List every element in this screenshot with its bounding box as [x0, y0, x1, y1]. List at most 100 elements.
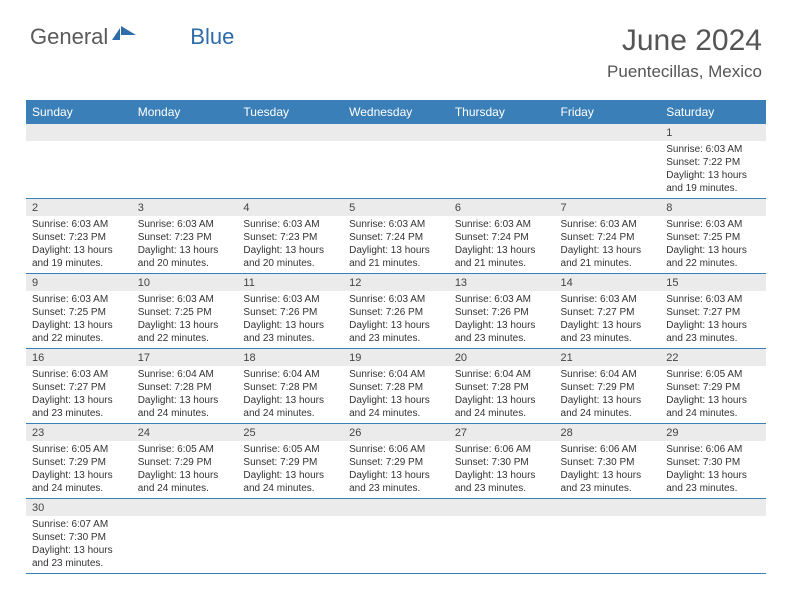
daycell-3: Sunrise: 6:03 AMSunset: 7:23 PMDaylight:…	[132, 216, 238, 274]
empty-cell	[26, 141, 132, 199]
daycell-26: Sunrise: 6:06 AMSunset: 7:29 PMDaylight:…	[343, 441, 449, 499]
daycontent-8: Sunrise: 6:03 AMSunset: 7:25 PMDaylight:…	[660, 216, 766, 273]
daynum-label-18: 18	[237, 349, 343, 366]
daynum-15: 15	[660, 274, 766, 292]
daynum-20: 20	[449, 349, 555, 367]
daynum-label-24: 24	[132, 424, 238, 441]
empty-daynum	[555, 499, 661, 517]
daycell-11: Sunrise: 6:03 AMSunset: 7:26 PMDaylight:…	[237, 291, 343, 349]
daynum-label-29: 29	[660, 424, 766, 441]
daynum-label-16: 16	[26, 349, 132, 366]
daycontent-27: Sunrise: 6:06 AMSunset: 7:30 PMDaylight:…	[449, 441, 555, 498]
daynum-label-12: 12	[343, 274, 449, 291]
empty-cell	[660, 516, 766, 574]
daynum-label-3: 3	[132, 199, 238, 216]
daynum-label-1: 1	[660, 124, 766, 141]
daycell-25: Sunrise: 6:05 AMSunset: 7:29 PMDaylight:…	[237, 441, 343, 499]
week-6-daynum-row: 30	[26, 499, 766, 517]
week-1-daynum-row: 1	[26, 124, 766, 141]
daynum-13: 13	[449, 274, 555, 292]
daynum-label-26: 26	[343, 424, 449, 441]
daycontent-23: Sunrise: 6:05 AMSunset: 7:29 PMDaylight:…	[26, 441, 132, 498]
daynum-30: 30	[26, 499, 132, 517]
flag-icon	[112, 26, 138, 49]
week-4-daynum-row: 16171819202122	[26, 349, 766, 367]
daynum-4: 4	[237, 199, 343, 217]
daycell-15: Sunrise: 6:03 AMSunset: 7:27 PMDaylight:…	[660, 291, 766, 349]
empty-cell	[343, 141, 449, 199]
daynum-label-5: 5	[343, 199, 449, 216]
daycontent-1: Sunrise: 6:03 AMSunset: 7:22 PMDaylight:…	[660, 141, 766, 198]
daynum-label-22: 22	[660, 349, 766, 366]
daycell-30: Sunrise: 6:07 AMSunset: 7:30 PMDaylight:…	[26, 516, 132, 574]
weekday-wednesday: Wednesday	[343, 100, 449, 124]
daycell-13: Sunrise: 6:03 AMSunset: 7:26 PMDaylight:…	[449, 291, 555, 349]
daynum-8: 8	[660, 199, 766, 217]
daycontent-16: Sunrise: 6:03 AMSunset: 7:27 PMDaylight:…	[26, 366, 132, 423]
daynum-12: 12	[343, 274, 449, 292]
daynum-9: 9	[26, 274, 132, 292]
daycell-17: Sunrise: 6:04 AMSunset: 7:28 PMDaylight:…	[132, 366, 238, 424]
daynum-1: 1	[660, 124, 766, 141]
daynum-label-7: 7	[555, 199, 661, 216]
daycontent-20: Sunrise: 6:04 AMSunset: 7:28 PMDaylight:…	[449, 366, 555, 423]
daynum-label-23: 23	[26, 424, 132, 441]
daynum-label-21: 21	[555, 349, 661, 366]
daynum-27: 27	[449, 424, 555, 442]
weekday-friday: Friday	[555, 100, 661, 124]
daycell-20: Sunrise: 6:04 AMSunset: 7:28 PMDaylight:…	[449, 366, 555, 424]
month-title: June 2024	[607, 24, 762, 58]
daynum-14: 14	[555, 274, 661, 292]
daynum-label-6: 6	[449, 199, 555, 216]
daycell-12: Sunrise: 6:03 AMSunset: 7:26 PMDaylight:…	[343, 291, 449, 349]
daynum-19: 19	[343, 349, 449, 367]
daycontent-18: Sunrise: 6:04 AMSunset: 7:28 PMDaylight:…	[237, 366, 343, 423]
weekday-sunday: Sunday	[26, 100, 132, 124]
daynum-3: 3	[132, 199, 238, 217]
empty-daynum	[343, 124, 449, 141]
week-3-content-row: Sunrise: 6:03 AMSunset: 7:25 PMDaylight:…	[26, 291, 766, 349]
daycell-28: Sunrise: 6:06 AMSunset: 7:30 PMDaylight:…	[555, 441, 661, 499]
daynum-label-25: 25	[237, 424, 343, 441]
weekday-tuesday: Tuesday	[237, 100, 343, 124]
daynum-18: 18	[237, 349, 343, 367]
daynum-label-19: 19	[343, 349, 449, 366]
empty-daynum	[132, 124, 238, 141]
week-4-content-row: Sunrise: 6:03 AMSunset: 7:27 PMDaylight:…	[26, 366, 766, 424]
logo: General Blue	[30, 24, 234, 50]
week-2-daynum-row: 2345678	[26, 199, 766, 217]
daynum-22: 22	[660, 349, 766, 367]
calendar-table: SundayMondayTuesdayWednesdayThursdayFrid…	[26, 100, 766, 574]
empty-cell	[237, 516, 343, 574]
daycontent-2: Sunrise: 6:03 AMSunset: 7:23 PMDaylight:…	[26, 216, 132, 273]
daycell-1: Sunrise: 6:03 AMSunset: 7:22 PMDaylight:…	[660, 141, 766, 199]
daycell-23: Sunrise: 6:05 AMSunset: 7:29 PMDaylight:…	[26, 441, 132, 499]
empty-cell	[555, 516, 661, 574]
daynum-7: 7	[555, 199, 661, 217]
empty-cell	[132, 516, 238, 574]
daycontent-10: Sunrise: 6:03 AMSunset: 7:25 PMDaylight:…	[132, 291, 238, 348]
empty-daynum	[26, 124, 132, 141]
daycell-27: Sunrise: 6:06 AMSunset: 7:30 PMDaylight:…	[449, 441, 555, 499]
daycell-7: Sunrise: 6:03 AMSunset: 7:24 PMDaylight:…	[555, 216, 661, 274]
daynum-29: 29	[660, 424, 766, 442]
week-5-content-row: Sunrise: 6:05 AMSunset: 7:29 PMDaylight:…	[26, 441, 766, 499]
daynum-26: 26	[343, 424, 449, 442]
daycontent-19: Sunrise: 6:04 AMSunset: 7:28 PMDaylight:…	[343, 366, 449, 423]
daynum-21: 21	[555, 349, 661, 367]
week-1-content-row: Sunrise: 6:03 AMSunset: 7:22 PMDaylight:…	[26, 141, 766, 199]
logo-text-general: General	[30, 24, 108, 50]
week-3-daynum-row: 9101112131415	[26, 274, 766, 292]
daynum-label-2: 2	[26, 199, 132, 216]
daycell-18: Sunrise: 6:04 AMSunset: 7:28 PMDaylight:…	[237, 366, 343, 424]
daycell-21: Sunrise: 6:04 AMSunset: 7:29 PMDaylight:…	[555, 366, 661, 424]
daycell-10: Sunrise: 6:03 AMSunset: 7:25 PMDaylight:…	[132, 291, 238, 349]
weekday-header-row: SundayMondayTuesdayWednesdayThursdayFrid…	[26, 100, 766, 124]
daycontent-21: Sunrise: 6:04 AMSunset: 7:29 PMDaylight:…	[555, 366, 661, 423]
empty-cell	[449, 516, 555, 574]
empty-daynum	[555, 124, 661, 141]
daycontent-22: Sunrise: 6:05 AMSunset: 7:29 PMDaylight:…	[660, 366, 766, 423]
daycontent-28: Sunrise: 6:06 AMSunset: 7:30 PMDaylight:…	[555, 441, 661, 498]
daycontent-5: Sunrise: 6:03 AMSunset: 7:24 PMDaylight:…	[343, 216, 449, 273]
daynum-2: 2	[26, 199, 132, 217]
